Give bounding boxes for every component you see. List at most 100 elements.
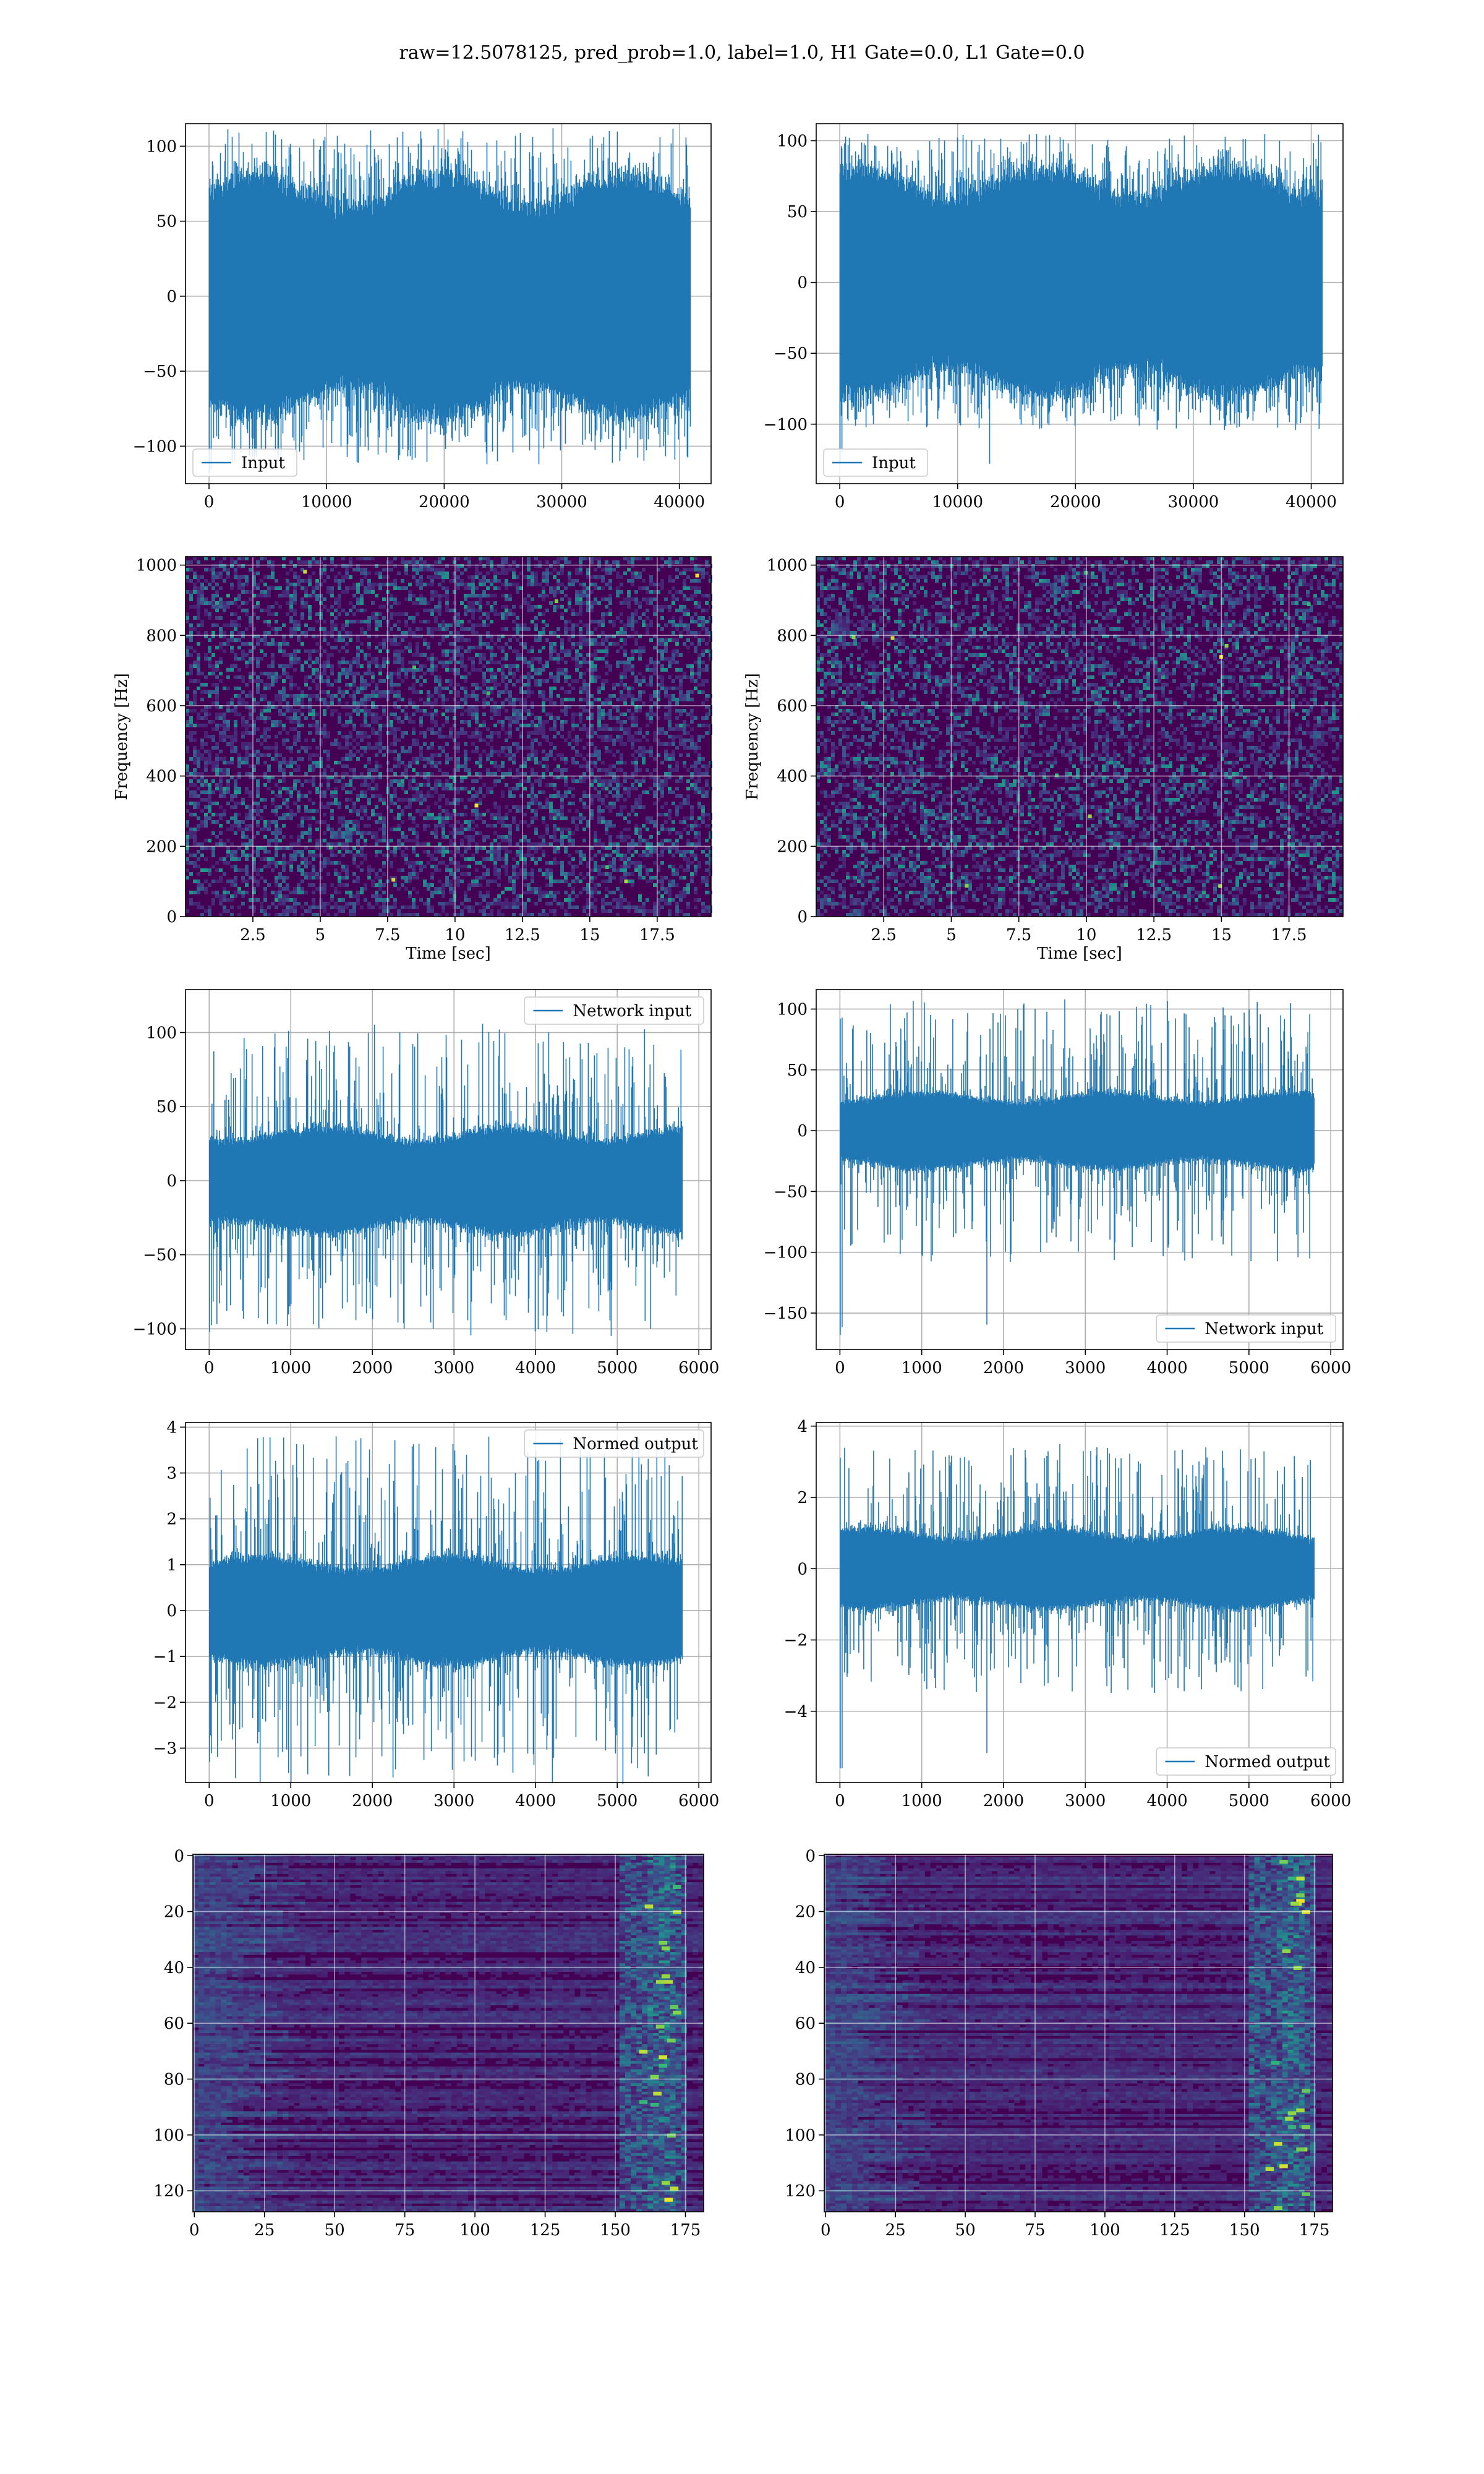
x-tick-label: 125 — [530, 2221, 561, 2240]
x-tick-label: 1000 — [270, 1792, 311, 1810]
x-tick-label: 3000 — [1065, 1359, 1106, 1377]
feature-hotspot — [1288, 2111, 1297, 2115]
feature-hotspot — [670, 2186, 679, 2190]
feature-hotspot — [1302, 2089, 1310, 2092]
feature-hotspot — [662, 1974, 670, 1978]
y-tick-label: 800 — [146, 627, 177, 645]
x-tick-label: 10 — [445, 926, 465, 944]
x-tick-label: 7.5 — [1006, 926, 1031, 944]
feature-hotspot — [1296, 2108, 1305, 2112]
y-tick-label: 100 — [153, 2126, 184, 2145]
legend-label: Input — [872, 454, 916, 473]
series-line — [210, 128, 691, 473]
feature-hotspot — [664, 2198, 673, 2201]
feature-hotspot — [670, 2005, 679, 2009]
feature-hotspot — [664, 1980, 673, 1984]
spectrogram-hotspot — [965, 884, 968, 888]
x-tick-label: 17.5 — [1271, 926, 1307, 944]
x-tick-label: 0 — [835, 1359, 845, 1377]
y-tick-label: 0 — [797, 274, 808, 293]
spectrogram-hotspot — [555, 599, 558, 603]
y-tick-label: 1000 — [136, 557, 177, 575]
y-tick-label: 2 — [166, 1510, 177, 1529]
x-tick-label: 2000 — [983, 1792, 1024, 1810]
spectrogram-hotspot — [624, 880, 628, 883]
y-tick-label: 120 — [785, 2182, 816, 2201]
feature-hotspot — [662, 1946, 670, 1950]
x-tick-label: 2000 — [983, 1359, 1024, 1377]
feature-hotspot — [673, 2011, 681, 2014]
x-tick-label: 7.5 — [375, 926, 400, 944]
x-tick-label: 0 — [204, 1792, 215, 1810]
x-tick-label: 6000 — [1310, 1792, 1351, 1810]
y-tick-label: 100 — [146, 137, 177, 156]
feature-hotspot — [1288, 1877, 1297, 1880]
spectrogram-hotspot — [412, 666, 416, 669]
subplot-norm-h1: 0 1000 2000 3000 4000 5000 6000−3−2−101234Norm… — [153, 1418, 720, 1810]
x-tick-label: 3000 — [433, 1792, 474, 1810]
feature-hotspot — [1282, 1950, 1291, 1953]
feature-hotspot — [659, 2064, 667, 2068]
x-tick-label: 10 — [1076, 926, 1096, 944]
y-tick-label: 0 — [805, 1847, 816, 1865]
y-tick-label: 50 — [787, 203, 808, 221]
y-tick-label: −50 — [143, 1246, 177, 1265]
feature-hotspot — [1266, 2167, 1274, 2171]
legend-label: Normed output — [573, 1435, 698, 1453]
feature-hotspot — [662, 2181, 670, 2185]
x-tick-label: 5 — [315, 926, 326, 944]
y-tick-label: 40 — [164, 1959, 184, 1977]
x-tick-label: 20000 — [1050, 493, 1101, 511]
subplot-spec-h1: 2.5 5 7.5 10 12.5 15 17.502004006008001000Time… — [113, 557, 712, 963]
x-tick-label: 2000 — [352, 1792, 393, 1810]
y-tick-label: 0 — [797, 1122, 808, 1141]
y-tick-label: 40 — [795, 1959, 816, 1977]
spectrogram-hotspot — [303, 570, 307, 573]
spectrogram-hotspot — [474, 803, 478, 807]
feature-hotspot — [656, 2024, 665, 2028]
x-tick-label: 75 — [1025, 2221, 1045, 2240]
y-tick-label: 0 — [166, 288, 177, 306]
y-tick-label: 100 — [777, 1000, 808, 1019]
y-tick-label: −4 — [784, 1703, 808, 1721]
y-axis-label: Frequency [Hz] — [113, 673, 131, 800]
x-tick-label: 50 — [325, 2221, 345, 2240]
feature-hotspot — [1302, 2125, 1310, 2129]
legend: Input — [824, 449, 927, 476]
spectrogram-hotspot — [487, 691, 490, 695]
y-tick-label: 100 — [785, 2126, 816, 2145]
y-tick-label: 120 — [153, 2182, 184, 2201]
y-tick-label: 3 — [166, 1465, 177, 1483]
spectrogram-hotspot — [1088, 815, 1092, 818]
feature-hotspot — [650, 2103, 659, 2107]
x-tick-label: 6000 — [1310, 1359, 1351, 1377]
x-tick-label: 150 — [1229, 2221, 1260, 2240]
series-line — [840, 1444, 1314, 1768]
subplot-net-h1: 0 1000 2000 3000 4000 5000 6000−100−50050100Ne… — [133, 990, 720, 1377]
x-tick-label: 4000 — [1146, 1359, 1187, 1377]
spectrogram-hotspot — [695, 574, 699, 578]
y-tick-label: 60 — [795, 2014, 816, 2033]
x-tick-label: 17.5 — [639, 926, 675, 944]
x-tick-label: 0 — [821, 2221, 831, 2240]
x-tick-label: 40000 — [654, 493, 705, 511]
y-tick-label: −150 — [764, 1304, 808, 1323]
x-tick-label: 0 — [204, 493, 215, 511]
spectrogram-hotspot — [605, 865, 609, 869]
y-tick-label: −100 — [764, 416, 808, 434]
feature-hotspot — [659, 2055, 667, 2059]
feature-map-image — [824, 1854, 1333, 2212]
x-tick-label: 50 — [955, 2221, 976, 2240]
y-tick-label: 0 — [166, 1602, 177, 1620]
feature-hotspot — [653, 2092, 662, 2095]
feature-hotspot — [1302, 1910, 1310, 1914]
y-tick-label: 400 — [777, 768, 808, 786]
x-tick-label: 2.5 — [871, 926, 897, 944]
y-tick-label: −2 — [153, 1693, 177, 1712]
x-tick-label: 75 — [394, 2221, 415, 2240]
x-tick-label: 15 — [1211, 926, 1232, 944]
x-tick-label: 40000 — [1286, 493, 1337, 511]
spectrogram-hotspot — [1055, 774, 1059, 777]
